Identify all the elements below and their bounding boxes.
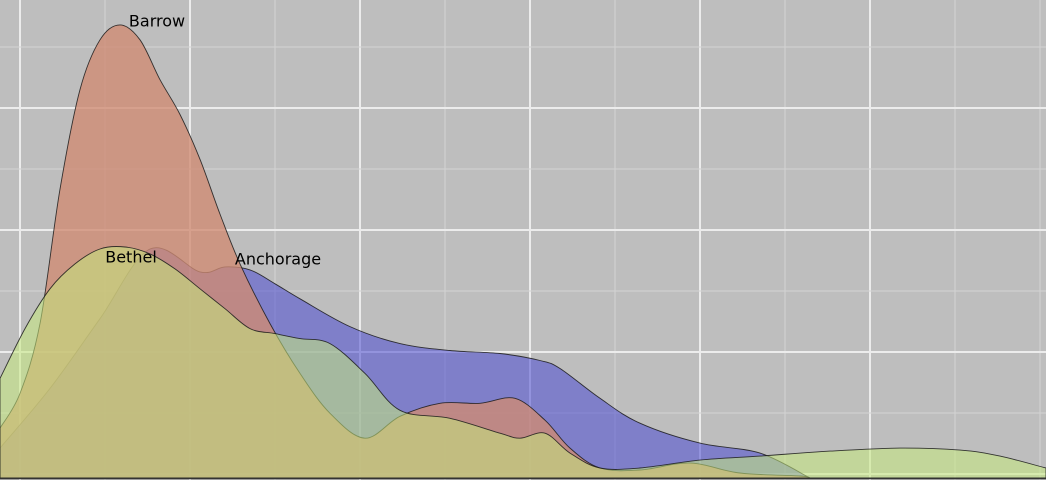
label-barrow: Barrow: [129, 11, 185, 30]
series-areas: [0, 24, 1046, 479]
label-anchorage: Anchorage: [235, 249, 321, 268]
label-bethel: Bethel: [105, 247, 157, 266]
area-bethel: [0, 246, 1046, 479]
series-labels: Barrow Bethel Anchorage: [105, 11, 321, 268]
